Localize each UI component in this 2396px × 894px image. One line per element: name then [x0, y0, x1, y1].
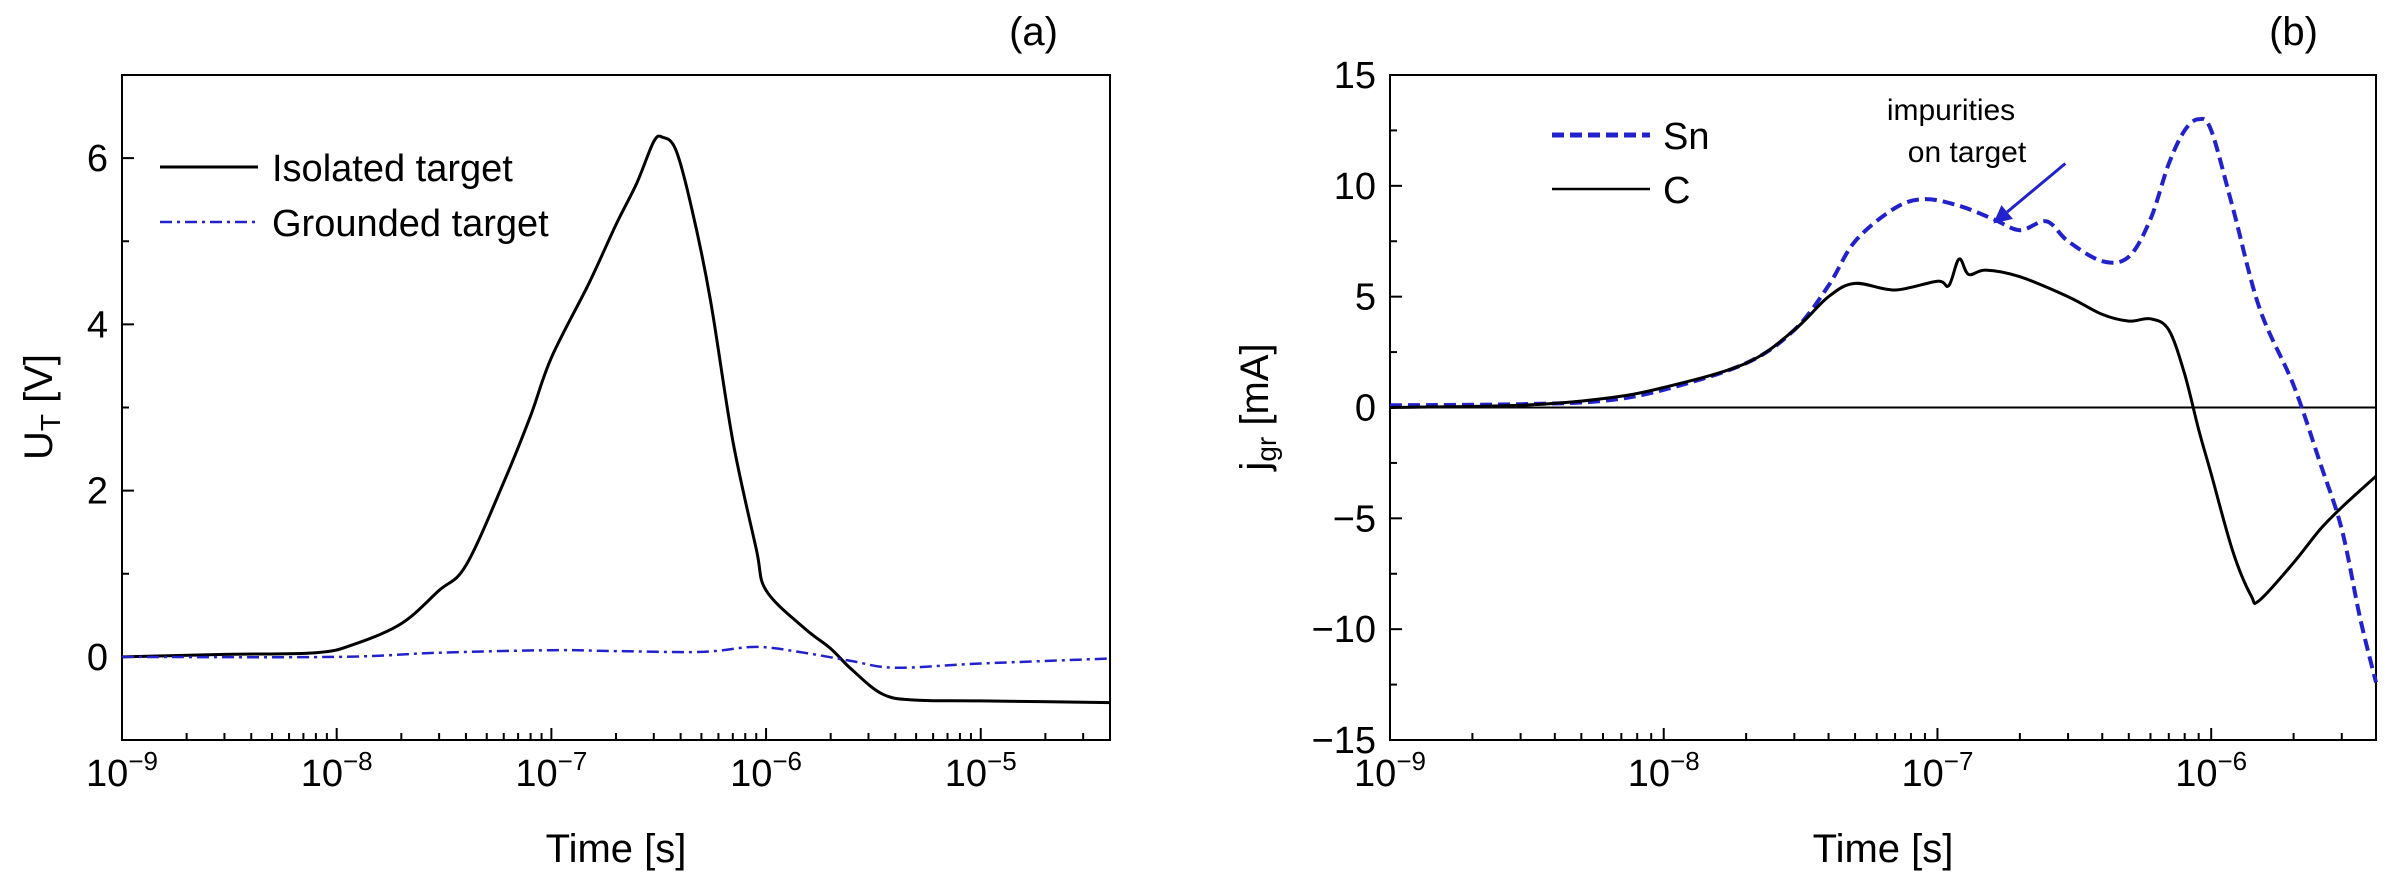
y-tick-label: 6: [87, 138, 108, 180]
y-tick-label: 10: [1334, 166, 1376, 208]
panel-a: (a) 0 2 4 6 10−9 10−8 10−7 10−6 10−5 Time [s] UT…: [17, 10, 1111, 871]
panel-b-label: (b): [2269, 10, 2318, 54]
series-line-c: [1389, 257, 2378, 606]
y-tick-label: 2: [87, 471, 108, 513]
annotation-arrow-head: [1993, 205, 2013, 224]
annotation-line-1: impurities: [1887, 94, 2015, 127]
y-tick-label: −15: [1312, 720, 1376, 762]
panel-a-plot-frame: [121, 74, 1111, 741]
series-line-isolated-target: [121, 134, 1111, 705]
x-tick-label: 10−7: [1901, 746, 1973, 795]
panel-a-ylabel-sub: T: [35, 414, 66, 431]
panel-b-ylabel-main: j: [1233, 462, 1277, 472]
y-tick-label: 0: [87, 637, 108, 679]
panel-b-ticks: −15 −10 −5 0 5 10 15 10−9 10−8 10−7 10−6: [1312, 55, 2377, 795]
panel-a-ylabel: UT [V]: [17, 354, 66, 460]
x-tick-label: 10−8: [301, 746, 373, 795]
x-tick-label: 10−7: [515, 746, 587, 795]
panel-a-legend: Isolated target Grounded target: [160, 148, 549, 245]
annotation-line-2: on target: [1908, 136, 2027, 169]
legend-label-grounded-target: Grounded target: [272, 203, 549, 245]
series-line-grounded-target: [121, 645, 1111, 669]
panel-a-label: (a): [1009, 10, 1058, 54]
panel-a-ticks: 0 2 4 6 10−9 10−8 10−7 10−6 10−5: [86, 74, 1111, 795]
panel-a-curves: [121, 134, 1111, 705]
x-tick-label: 10−5: [945, 746, 1017, 795]
y-tick-label: 15: [1334, 55, 1376, 97]
x-tick-label: 10−8: [1628, 746, 1700, 795]
y-tick-label: 5: [1355, 277, 1376, 319]
x-tick-label: 10−9: [1354, 746, 1426, 795]
panel-a-ylabel-main: U: [17, 431, 61, 460]
panel-b-ylabel-sub: gr: [1251, 437, 1282, 462]
panel-b: (b) −15 −10 −5 0 5 10 15 10−9 10−8 10−7 10−6 Time …: [1233, 10, 2378, 871]
series-line-sn: [1389, 116, 2378, 683]
legend-label-c: C: [1663, 170, 1690, 212]
panel-a-xlabel: Time [s]: [546, 827, 687, 871]
y-tick-label: −5: [1333, 498, 1376, 540]
legend-label-sn: Sn: [1663, 116, 1709, 158]
annotation-arrow: [2006, 162, 2067, 214]
y-tick-label: 0: [1355, 388, 1376, 430]
x-tick-label: 10−9: [86, 746, 158, 795]
panel-b-curves: [1389, 116, 2378, 683]
y-tick-label: −10: [1312, 609, 1376, 651]
y-tick-label: 4: [87, 304, 108, 346]
x-tick-label: 10−6: [730, 746, 802, 795]
x-tick-label: 10−6: [2175, 746, 2247, 795]
panel-b-ylabel-rest: [mA]: [1233, 343, 1277, 436]
panel-b-annotation: impurities on target: [1887, 94, 2067, 224]
panel-b-ylabel: jgr [mA]: [1233, 343, 1282, 471]
panel-b-legend: Sn C: [1552, 116, 1709, 212]
panel-b-xlabel: Time [s]: [1813, 827, 1954, 871]
legend-label-isolated-target: Isolated target: [272, 148, 513, 190]
panel-a-ylabel-rest: [V]: [17, 354, 61, 414]
